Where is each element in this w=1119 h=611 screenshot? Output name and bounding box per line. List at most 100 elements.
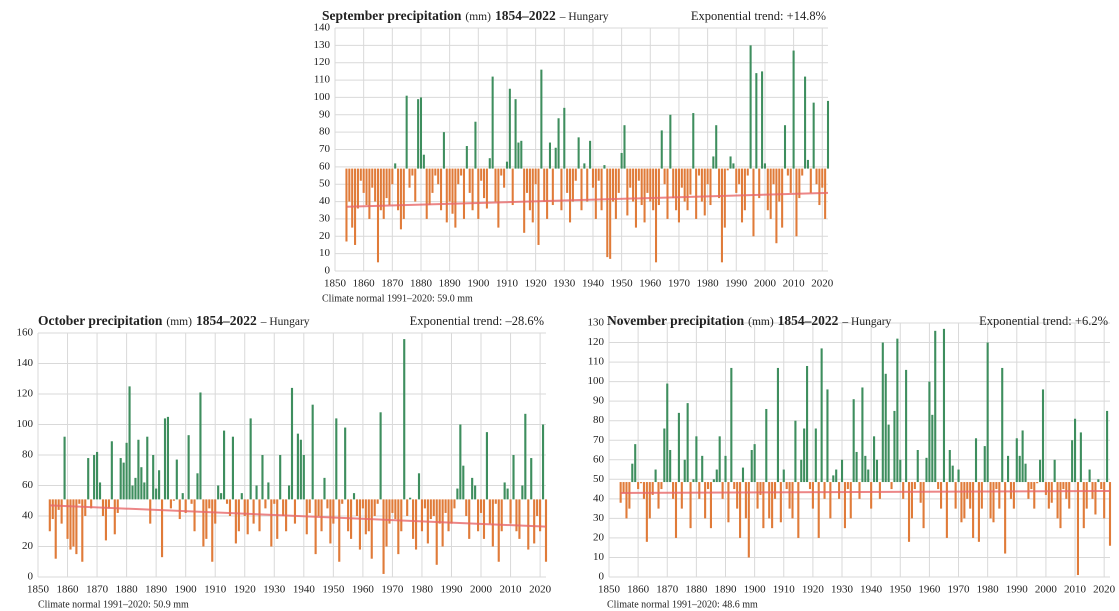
bar [376,499,379,504]
bar [747,482,750,558]
bar [122,462,125,500]
bar [591,168,594,188]
bar [494,499,497,504]
bar [365,168,368,206]
bar [63,436,66,500]
bar [643,168,646,223]
bar [762,482,765,529]
bar [193,499,196,532]
x-tick-label: 1960 [352,584,375,596]
bar [735,168,738,193]
bar [916,450,919,483]
bar [533,499,536,544]
bar [302,455,305,500]
y-tick-label: 0 [599,571,605,583]
bar [750,450,753,483]
x-tick-label: 1940 [293,584,316,596]
bar [420,499,424,532]
bar [758,168,761,199]
bar [511,168,514,206]
bar [782,469,785,483]
bar [163,418,167,500]
x-tick-label: 1970 [668,278,691,290]
bar [960,482,963,523]
bar [761,71,764,169]
bar [730,367,733,483]
bar [391,168,394,185]
bar [942,328,946,483]
bar [512,455,515,500]
bar [826,389,829,483]
y-tick-label: 0 [28,571,34,583]
bar [394,499,397,520]
bar [1021,430,1024,483]
bar [460,168,463,176]
bar [143,482,146,500]
bar [279,455,282,500]
bar [931,414,934,483]
y-tick-label: 40 [22,510,34,522]
y-tick-label: 50 [319,178,331,190]
x-tick-label: 1890 [145,584,168,596]
bar [217,485,220,500]
bar [358,499,361,550]
y-tick-label: 110 [588,356,605,368]
bar [351,168,354,228]
bar [651,482,654,495]
bar [264,499,267,509]
bar [530,458,533,500]
bar [629,168,632,188]
trend-label: Exponential trend: –28.6% [410,314,544,328]
y-tick-label: 90 [319,108,331,120]
title-region: – Hungary [559,11,609,23]
bar [503,168,506,188]
bar [600,168,603,211]
bar [642,482,646,499]
bar [428,168,431,206]
x-tick-label: 1960 [639,278,662,290]
x-tick-label: 1970 [381,584,404,596]
x-tick-label: 2000 [754,278,777,290]
bar [205,499,208,539]
bar [663,168,666,185]
bar [569,168,572,223]
bar [721,482,724,499]
x-tick-label: 1900 [175,584,198,596]
bar [344,427,347,500]
bar [986,342,989,483]
bar [190,499,193,504]
bar [477,499,480,532]
bar [881,342,884,483]
bar [503,482,506,500]
bar [282,499,285,516]
bar [951,465,954,483]
bar [791,482,794,519]
bar [795,168,798,237]
bar [54,499,57,559]
bar [526,168,529,193]
y-tick-label: 120 [588,336,605,348]
bar [657,168,660,206]
bar [531,168,534,223]
bar [858,482,861,499]
bar [864,455,867,483]
bar [992,482,995,523]
bar [712,156,715,169]
bar [779,482,782,523]
x-tick-label: 1870 [381,278,404,290]
bar [403,339,406,500]
bar [937,482,940,490]
bar [983,446,986,483]
bar [440,168,443,211]
bar [867,469,870,483]
bar [718,436,721,483]
x-tick-label: 1880 [685,584,708,596]
bar [347,499,350,532]
title-text: September precipitation [322,8,462,23]
bar [371,168,374,188]
bar [536,499,539,516]
bar [808,482,812,490]
bar [766,168,769,211]
x-tick-label: 1860 [353,278,376,290]
bar [1050,482,1053,503]
